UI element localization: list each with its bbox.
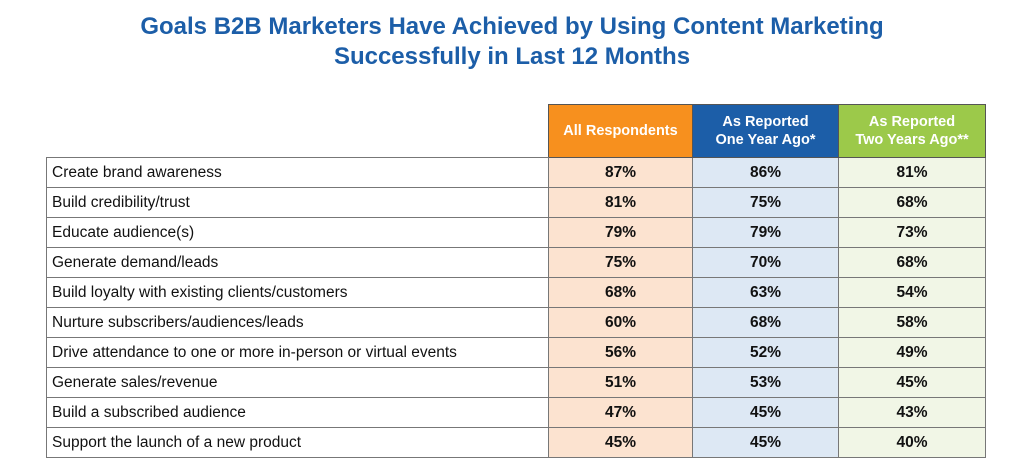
header-two-years-ago: As Reported Two Years Ago**: [838, 104, 986, 158]
row-label: Build credibility/trust: [46, 187, 549, 218]
cell-all-respondents: 75%: [548, 247, 693, 278]
row-label: Build loyalty with existing clients/cust…: [46, 277, 549, 308]
row-label: Generate demand/leads: [46, 247, 549, 278]
cell-one-year-ago: 53%: [692, 367, 839, 398]
table-row: Build a subscribed audience 47% 45% 43%: [46, 397, 986, 428]
title-line-2: Successfully in Last 12 Months: [333, 43, 691, 70]
title-line-1: Goals B2B Marketers Have Achieved by Usi…: [140, 13, 884, 40]
cell-one-year-ago: 75%: [692, 187, 839, 218]
cell-one-year-ago: 79%: [692, 217, 839, 248]
header-text: Two Years Ago**: [855, 132, 969, 148]
table-row: Generate sales/revenue 51% 53% 45%: [46, 367, 986, 398]
row-label: Nurture subscribers/audiences/leads: [46, 307, 549, 338]
row-label: Generate sales/revenue: [46, 367, 549, 398]
cell-two-years-ago: 49%: [838, 337, 986, 368]
results-table: All Respondents As Reported One Year Ago*…: [46, 104, 986, 458]
cell-one-year-ago: 45%: [692, 427, 839, 458]
row-label: Drive attendance to one or more in-perso…: [46, 337, 549, 368]
cell-all-respondents: 81%: [548, 187, 693, 218]
cell-two-years-ago: 45%: [838, 367, 986, 398]
cell-one-year-ago: 68%: [692, 307, 839, 338]
cell-two-years-ago: 68%: [838, 187, 986, 218]
row-label: Create brand awareness: [46, 157, 549, 188]
header-text: One Year Ago*: [715, 132, 816, 148]
table-row: Drive attendance to one or more in-perso…: [46, 337, 986, 368]
cell-two-years-ago: 54%: [838, 277, 986, 308]
cell-all-respondents: 68%: [548, 277, 693, 308]
page-title: Goals B2B Marketers Have Achieved by Usi…: [0, 12, 1024, 72]
cell-all-respondents: 51%: [548, 367, 693, 398]
cell-one-year-ago: 52%: [692, 337, 839, 368]
row-label: Educate audience(s): [46, 217, 549, 248]
table-row: Support the launch of a new product 45% 45…: [46, 427, 986, 458]
header-text: As Reported: [868, 114, 956, 130]
header-text: All Respondents: [563, 123, 678, 139]
table-row: Educate audience(s) 79% 79% 73%: [46, 217, 986, 248]
cell-all-respondents: 47%: [548, 397, 693, 428]
row-label: Support the launch of a new product: [46, 427, 549, 458]
header-all-respondents: All Respondents: [548, 104, 693, 158]
header-one-year-ago: As Reported One Year Ago*: [692, 104, 839, 158]
cell-one-year-ago: 63%: [692, 277, 839, 308]
header-text: As Reported: [722, 114, 809, 130]
cell-two-years-ago: 58%: [838, 307, 986, 338]
table-row: Generate demand/leads 75% 70% 68%: [46, 247, 986, 278]
cell-all-respondents: 87%: [548, 157, 693, 188]
cell-two-years-ago: 68%: [838, 247, 986, 278]
header-blank: [46, 104, 549, 158]
cell-all-respondents: 79%: [548, 217, 693, 248]
cell-all-respondents: 60%: [548, 307, 693, 338]
table-row: Build loyalty with existing clients/cust…: [46, 277, 986, 308]
table-row: Nurture subscribers/audiences/leads 60% 68…: [46, 307, 986, 338]
header-row: All Respondents As Reported One Year Ago*…: [46, 104, 986, 158]
cell-one-year-ago: 70%: [692, 247, 839, 278]
cell-two-years-ago: 40%: [838, 427, 986, 458]
cell-two-years-ago: 81%: [838, 157, 986, 188]
table-row: Create brand awareness 87% 86% 81%: [46, 157, 986, 188]
cell-two-years-ago: 73%: [838, 217, 986, 248]
table-row: Build credibility/trust 81% 75% 68%: [46, 187, 986, 218]
cell-two-years-ago: 43%: [838, 397, 986, 428]
row-label: Build a subscribed audience: [46, 397, 549, 428]
cell-all-respondents: 56%: [548, 337, 693, 368]
cell-one-year-ago: 45%: [692, 397, 839, 428]
cell-all-respondents: 45%: [548, 427, 693, 458]
cell-one-year-ago: 86%: [692, 157, 839, 188]
